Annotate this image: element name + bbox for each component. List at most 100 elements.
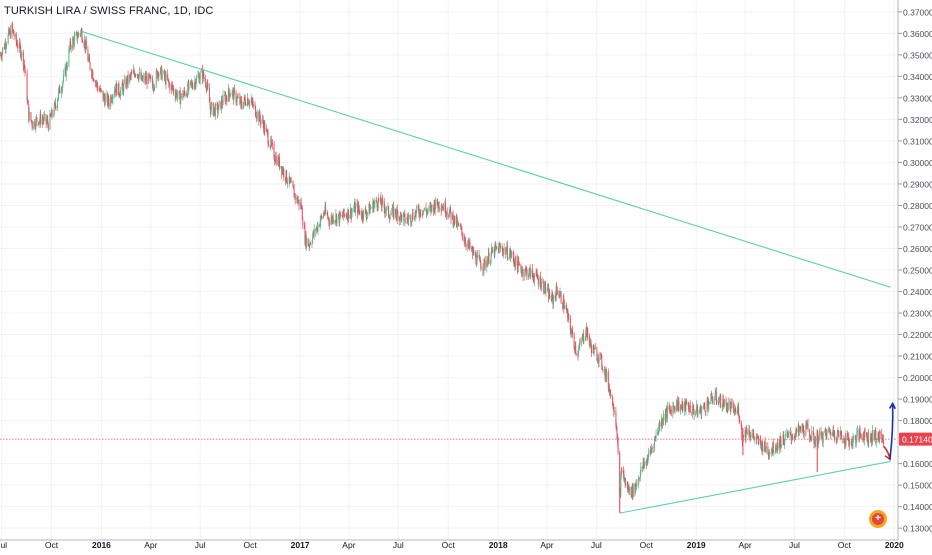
candle-body: [631, 486, 633, 497]
candle-body: [49, 113, 51, 130]
x-tick-label: 2020: [885, 540, 904, 550]
candle-body: [433, 202, 435, 212]
candle-body: [218, 101, 220, 104]
candle-body: [338, 213, 340, 217]
candle-body: [207, 83, 209, 89]
candle-body: [753, 436, 755, 440]
candle-body: [696, 405, 698, 416]
candle-body: [287, 182, 289, 184]
x-tick-label: Jul: [0, 540, 7, 550]
candle-body: [399, 212, 401, 221]
candle-body: [343, 208, 345, 215]
candle-body: [802, 425, 804, 430]
candle-body: [515, 256, 517, 268]
candle-body: [137, 77, 139, 80]
candle-body: [529, 267, 531, 270]
candle-body: [406, 217, 408, 222]
candle-body: [327, 217, 329, 219]
candle-body: [445, 202, 447, 214]
candle-body: [882, 439, 884, 445]
candle-body: [210, 105, 212, 115]
candle-body: [735, 411, 737, 414]
candle-body: [113, 90, 115, 95]
candle-body: [23, 64, 25, 68]
last-price-label: 0.17140: [902, 435, 932, 445]
candle-body: [221, 104, 223, 106]
candle-body: [240, 97, 242, 101]
candle-body: [505, 250, 507, 255]
candle-body: [563, 308, 565, 310]
candle-body: [844, 437, 846, 445]
candle-body: [339, 212, 341, 224]
candle-body: [714, 392, 716, 399]
candle-body: [531, 268, 533, 275]
candle-body: [516, 256, 518, 266]
candle-body: [167, 79, 169, 81]
candle-body: [270, 139, 272, 144]
candle-body: [676, 399, 678, 411]
candle-body: [689, 405, 691, 411]
candle-body: [642, 462, 644, 469]
candle-body: [328, 217, 330, 222]
candle-body: [426, 211, 428, 214]
candle-body: [312, 236, 314, 243]
candle-body: [414, 218, 416, 220]
candle-body: [635, 483, 637, 488]
candle-body: [360, 214, 362, 218]
candle-body: [583, 340, 585, 342]
candle-body: [388, 215, 390, 218]
candle-body: [46, 119, 48, 122]
candle-body: [431, 204, 433, 208]
candle-body: [606, 371, 608, 379]
candle-body: [76, 31, 78, 40]
candle-body: [199, 79, 201, 83]
candle-body: [168, 83, 170, 85]
candle-body: [209, 102, 211, 106]
logo-icon[interactable]: +: [869, 510, 887, 528]
candle-body: [853, 437, 855, 439]
candle-body: [122, 83, 124, 86]
candle-body: [438, 202, 440, 209]
candle-body: [345, 214, 347, 217]
candle-body: [189, 80, 191, 82]
candle-body: [85, 41, 87, 50]
candle-body: [734, 408, 736, 412]
candle-body: [19, 42, 21, 49]
candle-body: [118, 93, 120, 96]
candle-body: [782, 435, 784, 445]
candle-body: [624, 477, 626, 481]
candle-body: [188, 81, 190, 90]
candle-body: [672, 406, 674, 408]
candle-body: [638, 477, 640, 485]
trendlines[interactable]: [80, 30, 891, 514]
candle-body: [484, 260, 486, 268]
candle-body: [779, 437, 781, 447]
candle-body: [320, 215, 322, 222]
candle-body: [587, 327, 589, 336]
candle-body: [737, 407, 739, 409]
x-tick-label: Apr: [738, 540, 751, 550]
candle-body: [404, 213, 406, 223]
candle-body: [596, 360, 598, 361]
candle-body: [15, 34, 17, 43]
candle-body: [831, 432, 833, 436]
candle-body: [645, 461, 647, 465]
candle-body: [214, 107, 216, 116]
annotations[interactable]: [883, 401, 896, 461]
candle-body: [3, 47, 5, 49]
candle-body: [630, 487, 632, 496]
candle-body: [660, 419, 662, 427]
candle-body: [822, 440, 824, 443]
candle-body: [468, 241, 470, 247]
candle-body: [195, 83, 197, 87]
candle-body: [320, 215, 322, 217]
candle-body: [708, 402, 710, 409]
candle-body: [42, 119, 44, 121]
candle-body: [721, 406, 723, 408]
candle-body: [60, 90, 62, 94]
candle-body: [141, 75, 143, 80]
candle-body: [415, 210, 417, 216]
candle-body: [69, 41, 71, 49]
